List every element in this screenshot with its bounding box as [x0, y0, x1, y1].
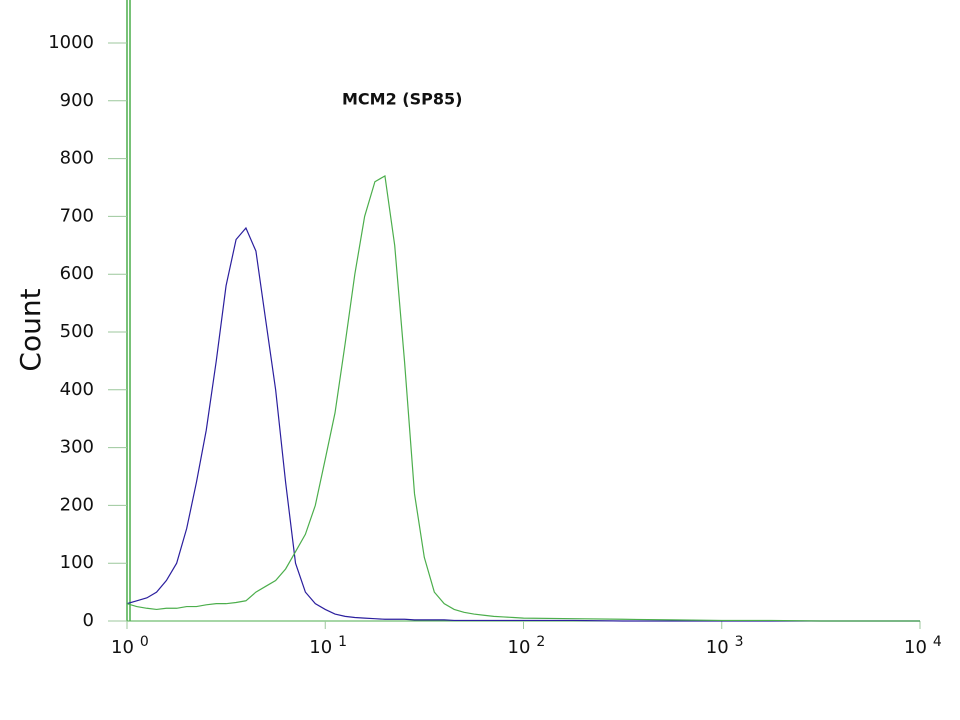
y-tick-label: 900	[60, 90, 94, 111]
x-tick-base: 10	[309, 637, 332, 658]
x-tick-exponent: 0	[140, 634, 149, 650]
x-tick-base: 10	[508, 637, 531, 658]
y-tick-label: 700	[60, 205, 94, 226]
y-tick-label: 1000	[48, 32, 94, 53]
x-tick-exponent: 2	[536, 634, 545, 650]
y-axis-label: Count	[14, 288, 47, 371]
x-tick-label: 10 3	[706, 634, 744, 658]
x-tick-exponent: 4	[933, 634, 942, 650]
y-tick-label: 300	[60, 437, 94, 458]
series-line	[126, 226, 920, 622]
x-tick-exponent: 3	[735, 634, 744, 650]
y-tick-label: 500	[60, 321, 94, 342]
series-line	[126, 174, 920, 622]
x-tick-label: 10 2	[508, 634, 546, 658]
x-tick-base: 10	[111, 637, 134, 658]
y-tick-label: 200	[60, 494, 94, 515]
x-tick-base: 10	[904, 637, 927, 658]
y-tick-label: 600	[60, 263, 94, 284]
annotation: MCM2 (SP85)	[342, 90, 462, 109]
y-tick-label: 100	[60, 552, 94, 573]
x-tick-label: 10 1	[309, 634, 347, 658]
x-tick-label: 10 4	[904, 634, 942, 658]
x-tick-base: 10	[706, 637, 729, 658]
x-tick-exponent: 1	[338, 634, 347, 650]
y-tick-label: 400	[60, 379, 94, 400]
x-tick-label: 10 0	[111, 634, 149, 658]
y-tick-label: 0	[83, 610, 94, 631]
y-tick-label: 800	[60, 148, 94, 169]
